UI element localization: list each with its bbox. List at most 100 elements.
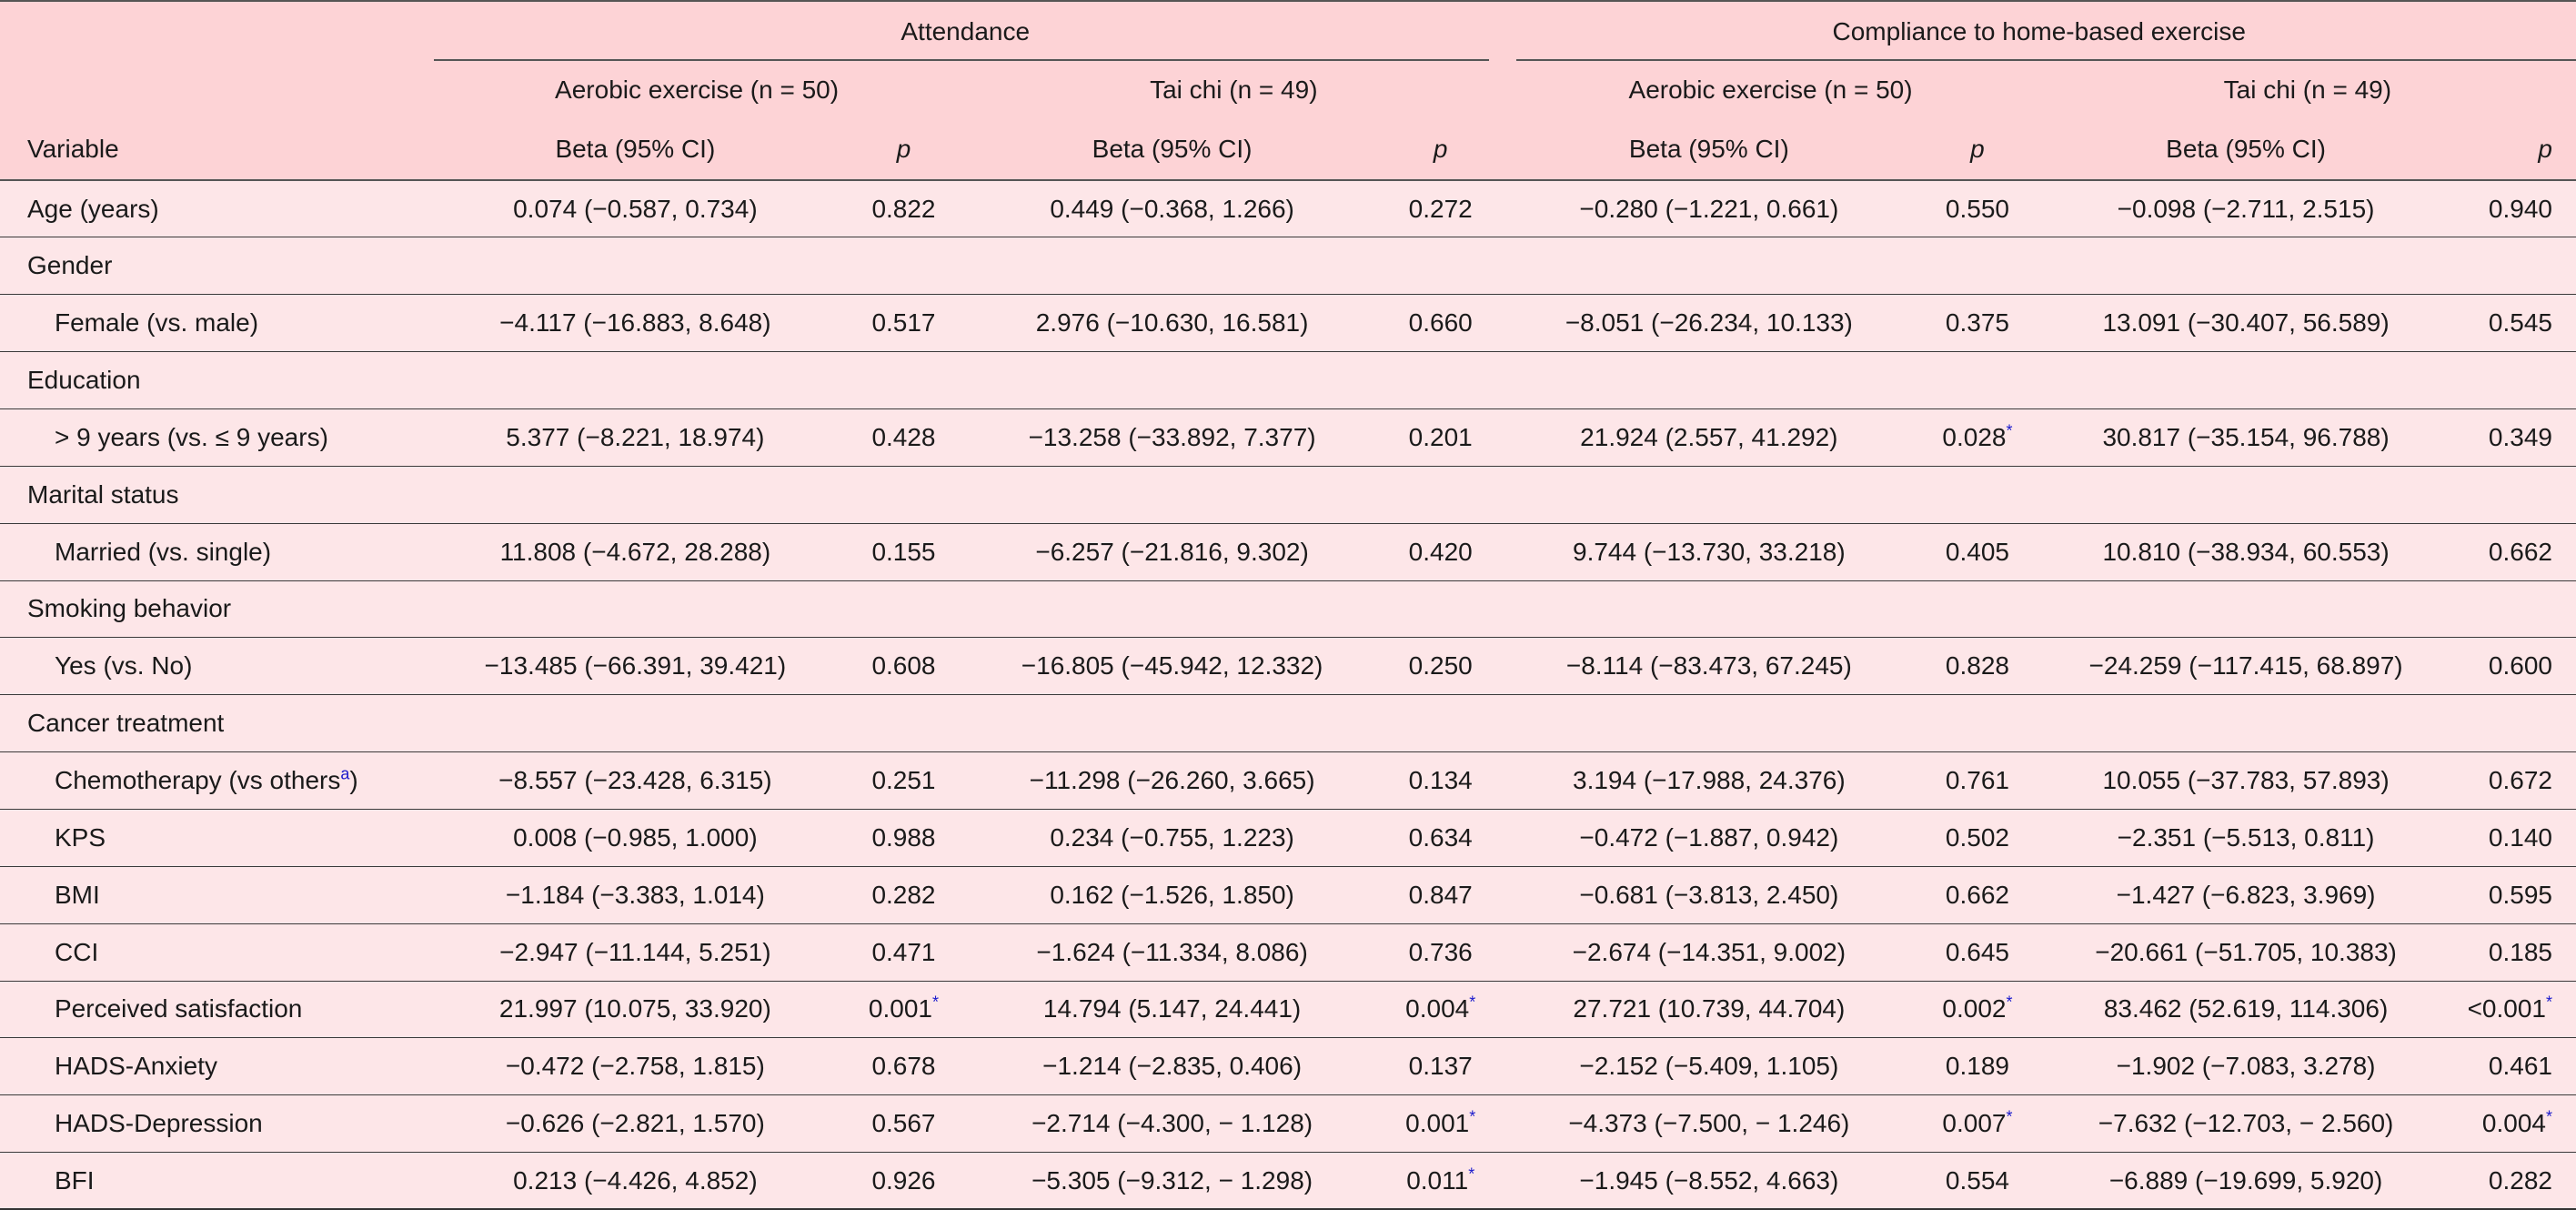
beta-cell: −6.889 (−19.699, 5.920) <box>2108 1165 2383 1195</box>
beta-cell: 21.924 (2.557, 41.292) <box>1580 422 1838 451</box>
p-value-cell: 0.420 <box>1408 537 1473 566</box>
section-label: Smoking behavior <box>27 594 232 623</box>
p-value-cell: 0.822 <box>871 194 936 223</box>
p-value-cell: 0.428 <box>871 422 936 451</box>
p-value-cell: 0.004* <box>2481 1107 2552 1138</box>
beta-cell: 3.194 (−17.988, 24.376) <box>1573 766 1846 795</box>
beta-cell: 0.008 (−0.985, 1.000) <box>513 822 758 852</box>
p-value-cell: 0.662 <box>1945 880 2009 909</box>
empty-cell <box>842 352 965 409</box>
beta-cell: 0.449 (−0.368, 1.266) <box>1050 194 1294 223</box>
beta-cell: −4.373 (−7.500, − 1.246) <box>1568 1109 1850 1138</box>
p-value-cell: 0.028* <box>1942 421 2013 451</box>
section-label: Education <box>27 366 141 394</box>
beta-cell: −0.626 (−2.821, 1.570) <box>505 1109 765 1138</box>
p-value-cell: 0.461 <box>2488 1052 2552 1081</box>
beta-cell: 83.462 (52.619, 114.306) <box>2103 994 2389 1023</box>
empty-cell <box>965 580 1379 638</box>
significance-marker: * <box>2545 1107 2552 1126</box>
compliance-taichi-header: Tai chi (n = 49) <box>2223 76 2392 104</box>
row-label: Perceived satisfaction <box>55 994 303 1023</box>
row-label: Chemotherapy (vs othersa) <box>55 764 358 795</box>
row-label: Female (vs. male) <box>55 308 259 338</box>
beta-header: Beta (95% CI) <box>1628 135 1789 163</box>
attendance-aerobic-header: Aerobic exercise (n = 50) <box>555 76 840 104</box>
empty-cell <box>965 352 1379 409</box>
variable-header: Variable <box>27 135 119 163</box>
table-row: KPS 0.008 (−0.985, 1.000) 0.988 0.234 (−0.7… <box>0 809 2576 867</box>
beta-cell: −13.485 (−66.391, 39.421) <box>484 651 787 681</box>
table-row: Married (vs. single) 11.808 (−4.672, 28.2… <box>0 523 2576 581</box>
p-value-cell: 0.011* <box>1406 1165 1475 1195</box>
beta-cell: 10.055 (−37.783, 57.893) <box>2102 766 2390 795</box>
table-row: Cancer treatment <box>0 695 2576 752</box>
p-value-cell: 0.007* <box>1942 1107 2013 1138</box>
beta-cell: −24.259 (−117.415, 68.897) <box>2088 651 2403 681</box>
beta-cell: −20.661 (−51.705, 10.383) <box>2095 937 2397 966</box>
row-label: HADS-Anxiety <box>55 1052 217 1081</box>
row-label: Age (years) <box>27 194 159 223</box>
empty-cell <box>2452 466 2576 523</box>
p-value-cell: 0.282 <box>2488 1165 2552 1195</box>
attendance-taichi-header: Tai chi (n = 49) <box>1150 76 1318 104</box>
empty-cell <box>1502 695 1916 752</box>
empty-cell <box>428 352 842 409</box>
beta-cell: −11.298 (−26.260, 3.665) <box>1029 766 1315 795</box>
empty-cell <box>965 695 1379 752</box>
beta-cell: −2.714 (−4.300, − 1.128) <box>1031 1109 1313 1138</box>
beta-cell: 30.817 (−35.154, 96.788) <box>2102 422 2390 451</box>
empty-cell <box>842 580 965 638</box>
beta-cell: −0.280 (−1.221, 0.661) <box>1579 194 1839 223</box>
empty-cell <box>965 237 1379 295</box>
p-value-cell: 0.502 <box>1945 822 2009 852</box>
empty-cell <box>2452 352 2576 409</box>
p-value-cell: 0.600 <box>2488 651 2552 681</box>
empty-cell <box>2452 237 2576 295</box>
table-row: Chemotherapy (vs othersa) −8.557 (−23.428… <box>0 752 2576 810</box>
empty-cell <box>1502 237 1916 295</box>
p-value-cell: 0.004* <box>1405 993 1476 1023</box>
beta-cell: −8.114 (−83.473, 67.245) <box>1565 651 1852 681</box>
empty-cell <box>428 580 842 638</box>
significance-marker: * <box>2006 993 2013 1013</box>
table-row: Perceived satisfaction 21.997 (10.075, 33… <box>0 981 2576 1038</box>
empty-cell <box>2039 580 2453 638</box>
table-row: Female (vs. male) −4.117 (−16.883, 8.648)… <box>0 295 2576 352</box>
empty-cell <box>1379 237 1502 295</box>
p-value-cell: 0.660 <box>1408 308 1473 338</box>
beta-cell: −16.805 (−45.942, 12.332) <box>1021 651 1323 681</box>
empty-cell <box>2039 695 2453 752</box>
empty-cell <box>1916 466 2038 523</box>
beta-cell: −2.947 (−11.144, 5.251) <box>499 937 771 966</box>
p-value-cell: 0.828 <box>1945 651 2009 681</box>
beta-cell: −2.351 (−5.513, 0.811) <box>2117 822 2375 852</box>
p-value-cell: 0.375 <box>1945 308 2009 338</box>
empty-cell <box>1379 695 1502 752</box>
beta-cell: −4.117 (−16.883, 8.648) <box>499 308 771 338</box>
table-row: Age (years) 0.074 (−0.587, 0.734) 0.822 0.4… <box>0 180 2576 237</box>
p-value-cell: 0.250 <box>1408 651 1473 681</box>
group-underline <box>433 59 1490 61</box>
beta-cell: 14.794 (5.147, 24.441) <box>1042 994 1302 1023</box>
table-row: BFI 0.213 (−4.426, 4.852) 0.926 −5.305 (−9.… <box>0 1153 2576 1210</box>
p-value-cell: 0.001* <box>1405 1107 1476 1138</box>
beta-cell: −8.557 (−23.428, 6.315) <box>498 766 772 795</box>
significance-marker: * <box>2006 421 2013 440</box>
empty-cell <box>2039 466 2453 523</box>
table-body: Age (years) 0.074 (−0.587, 0.734) 0.822 0.4… <box>0 180 2576 1210</box>
p-value-cell: 0.134 <box>1408 766 1473 795</box>
beta-cell: 0.162 (−1.526, 1.850) <box>1050 880 1294 909</box>
empty-cell <box>2039 237 2453 295</box>
beta-cell: 10.810 (−38.934, 60.553) <box>2102 537 2390 566</box>
empty-cell <box>1379 580 1502 638</box>
empty-cell <box>1916 352 2038 409</box>
p-value-cell: 0.405 <box>1945 537 2009 566</box>
beta-cell: −2.674 (−14.351, 9.002) <box>1572 937 1846 966</box>
beta-cell: −1.184 (−3.383, 1.014) <box>505 880 765 909</box>
p-value-cell: 0.137 <box>1408 1052 1473 1081</box>
table-row: CCI −2.947 (−11.144, 5.251) 0.471 −1.624 (−… <box>0 923 2576 982</box>
p-value-cell: 0.349 <box>2488 422 2552 451</box>
p-value-cell: 0.940 <box>2488 194 2552 223</box>
beta-cell: −8.051 (−26.234, 10.133) <box>1565 308 1853 338</box>
